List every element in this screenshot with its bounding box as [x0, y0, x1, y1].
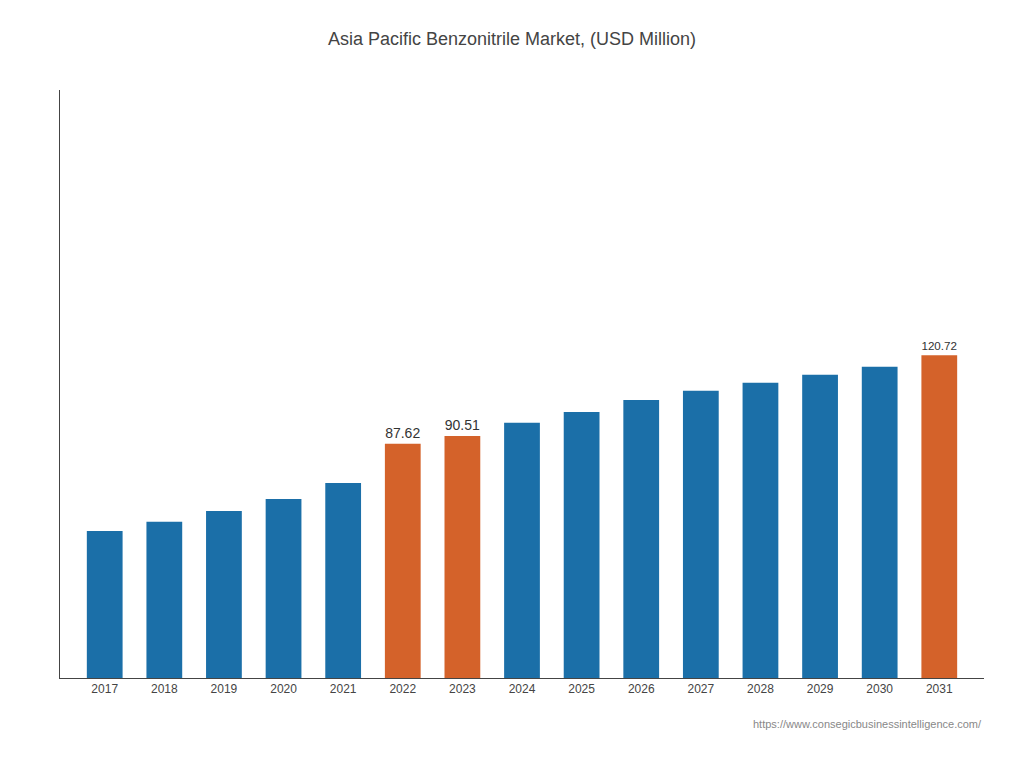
- svg-text:120.72: 120.72: [921, 339, 957, 352]
- svg-text:Asia Pacific Benzonitrile Mark: Asia Pacific Benzonitrile Market, (USD M…: [328, 29, 696, 49]
- svg-text:90.51: 90.51: [445, 417, 480, 433]
- svg-text:2031: 2031: [926, 682, 953, 696]
- svg-text:2023: 2023: [449, 682, 476, 696]
- svg-text:2027: 2027: [687, 682, 714, 696]
- svg-text:2022: 2022: [389, 682, 416, 696]
- svg-text:2019: 2019: [211, 682, 238, 696]
- svg-text:87.62: 87.62: [385, 425, 420, 441]
- svg-text:2028: 2028: [747, 682, 774, 696]
- svg-text:2020: 2020: [270, 682, 297, 696]
- svg-text:2018: 2018: [151, 682, 178, 696]
- svg-text:2024: 2024: [509, 682, 536, 696]
- svg-text:2030: 2030: [866, 682, 893, 696]
- svg-text:2025: 2025: [568, 682, 595, 696]
- svg-text:2017: 2017: [91, 682, 118, 696]
- svg-text:https://www.consegicbusinessin: https://www.consegicbusinessintelligence…: [753, 718, 982, 730]
- svg-text:2026: 2026: [628, 682, 655, 696]
- svg-text:2021: 2021: [330, 682, 357, 696]
- svg-text:2029: 2029: [807, 682, 834, 696]
